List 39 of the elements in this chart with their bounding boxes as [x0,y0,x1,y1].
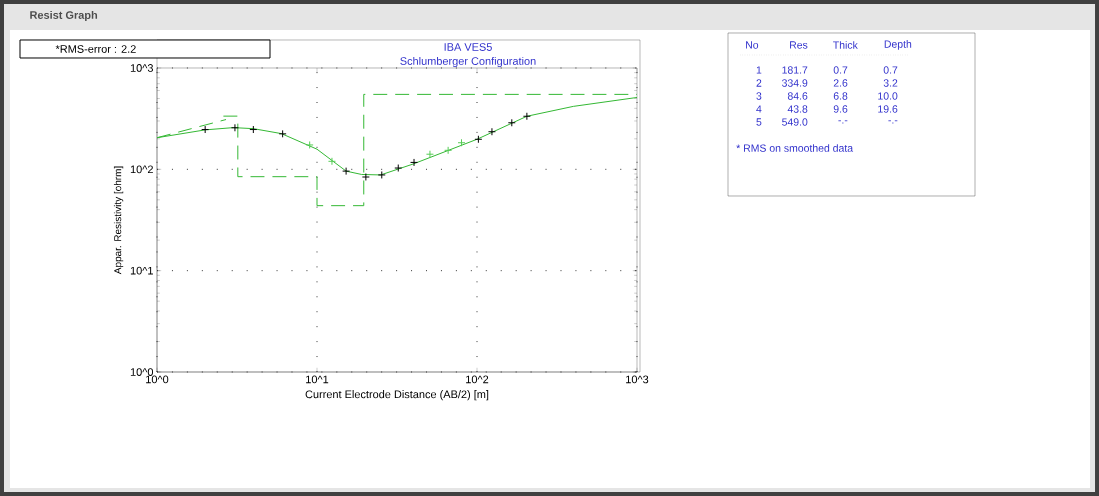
text: * RMS on smoothed data [736,144,854,152]
y-tick-label: 10^3 [130,64,153,72]
text: 6.8 [833,92,848,100]
text: Thick [833,41,858,49]
text: 549.0 [782,118,808,126]
text: Resist Graph [30,10,98,22]
chart-title: IBA VES5 [444,43,492,51]
y-tick-label: 10^0 [130,368,154,376]
text: 334.9 [782,79,808,87]
text: Res [790,41,808,49]
text: 0.7 [883,66,898,74]
text: 19.6 [878,105,898,113]
text: 3 [756,92,762,100]
x-tick-label: 10^0 [146,375,169,384]
text: 2 [756,79,762,87]
y-tick-label: 10^2 [130,165,153,174]
text: 1 [756,66,762,74]
text: *RMS-error : 2.2 [55,45,136,53]
text: 2.6 [833,79,848,87]
text: 5 [756,118,762,126]
x-axis-title: Current Electrode Distance (AB/2) [m] [305,390,489,401]
text: -.- [888,120,898,124]
text: 84.6 [787,92,808,100]
text: Depth [884,40,912,50]
x-tick-label: 10^3 [626,375,649,384]
x-tick-label: 10^1 [306,375,329,384]
text: 9.6 [833,105,848,113]
text: 3.2 [883,79,898,87]
text: 181.7 [782,66,808,74]
y-axis-title: Appar. Resistivity [ohrm] [113,166,124,275]
chart-subtitle: Schlumberger Configuration [400,56,536,68]
x-tick-label: 10^2 [466,375,489,384]
text: 0.7 [833,66,848,74]
y-tick-label: 10^1 [130,266,153,275]
text: 4 [756,105,762,113]
text: 43.8 [787,105,808,113]
text: 10.0 [878,92,898,100]
text: -.- [838,120,848,124]
text: No [746,41,759,49]
